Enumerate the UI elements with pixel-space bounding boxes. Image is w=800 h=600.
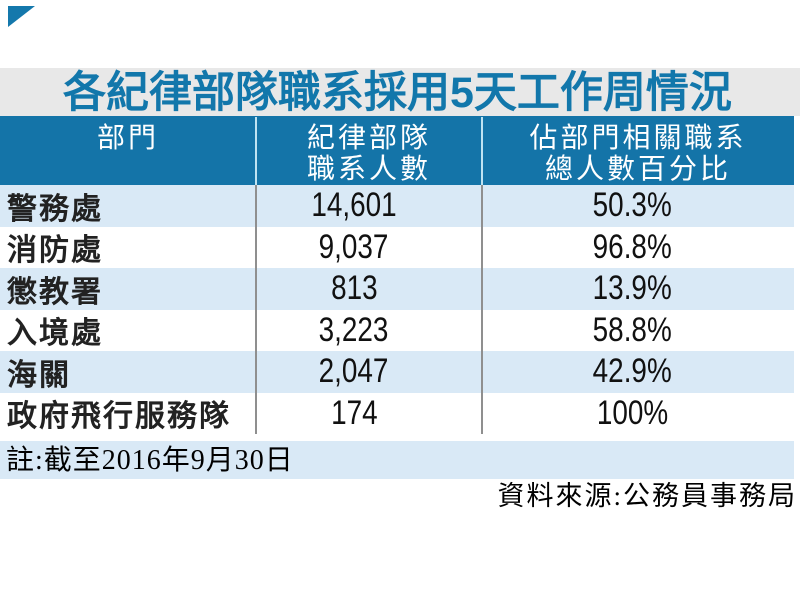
column-header-label: 佔部門相關職系	[529, 122, 747, 153]
percentage-cell: 42.9%	[482, 352, 794, 391]
percentage-value: 58.8%	[592, 310, 672, 349]
percentage-value: 50.3%	[592, 186, 672, 225]
column-divider	[481, 117, 483, 185]
table-row: 海關 2,047 42.9%	[0, 351, 794, 393]
headcount-value: 3,223	[319, 310, 389, 349]
column-divider	[481, 185, 483, 434]
headcount-cell: 813	[256, 269, 482, 308]
column-divider	[255, 117, 257, 185]
headcount-value: 9,037	[319, 227, 389, 266]
percentage-cell: 50.3%	[482, 186, 794, 225]
headcount-cell: 174	[256, 394, 482, 433]
column-header-label: 總人數百分比	[544, 153, 731, 184]
corner-triangle-icon	[8, 6, 35, 27]
department-cell: 入境處	[7, 317, 103, 351]
headcount-cell: 3,223	[256, 311, 482, 350]
column-header-label: 職系人數	[306, 153, 431, 184]
headcount-value: 813	[330, 269, 378, 308]
percentage-value: 100%	[596, 393, 668, 432]
department-cell: 懲教署	[7, 275, 103, 309]
percentage-cell: 13.9%	[482, 269, 794, 308]
table-body: 警務處 14,601 50.3% 消防處 9,037 96.8% 懲教署 813…	[0, 185, 794, 434]
percentage-cell: 58.8%	[482, 311, 794, 350]
percentage-value: 96.8%	[592, 227, 672, 266]
headcount-value: 14,601	[311, 186, 397, 225]
headcount-value: 2,047	[319, 352, 389, 391]
percentage-cell: 100%	[482, 394, 794, 433]
table-row: 警務處 14,601 50.3%	[0, 185, 794, 227]
column-header-label: 部門	[97, 122, 160, 153]
percentage-value: 42.9%	[592, 352, 672, 391]
headcount-cell: 2,047	[256, 352, 482, 391]
column-header-headcount: 紀律部隊 職系人數	[256, 116, 482, 185]
table-row: 政府飛行服務隊 174 100%	[0, 392, 794, 434]
headcount-cell: 14,601	[256, 186, 482, 225]
title-band: 各紀律部隊職系採用5天工作周情況	[0, 68, 800, 117]
page-title: 各紀律部隊職系採用5天工作周情況	[63, 69, 732, 117]
department-cell: 警務處	[7, 192, 103, 226]
note-text: 註:截至2016年9月30日	[6, 445, 294, 476]
column-header-percentage: 佔部門相關職系 總人數百分比	[482, 116, 794, 185]
column-header-department: 部門	[0, 116, 256, 185]
table-row: 懲教署 813 13.9%	[0, 268, 794, 310]
percentage-value: 13.9%	[592, 269, 672, 308]
table-row: 入境處 3,223 58.8%	[0, 309, 794, 351]
department-cell: 消防處	[7, 234, 103, 268]
column-divider	[255, 185, 257, 434]
department-cell: 政府飛行服務隊	[7, 400, 231, 434]
headcount-value: 174	[330, 393, 378, 432]
note-row: 註:截至2016年9月30日	[0, 441, 794, 479]
percentage-cell: 96.8%	[482, 228, 794, 267]
table-row: 消防處 9,037 96.8%	[0, 226, 794, 268]
department-cell: 海關	[7, 358, 71, 392]
table-header-row: 部門 紀律部隊 職系人數 佔部門相關職系 總人數百分比	[0, 116, 794, 185]
headcount-cell: 9,037	[256, 228, 482, 267]
source-credit: 資料來源:公務員事務局	[497, 481, 797, 511]
column-header-label: 紀律部隊	[306, 122, 431, 153]
